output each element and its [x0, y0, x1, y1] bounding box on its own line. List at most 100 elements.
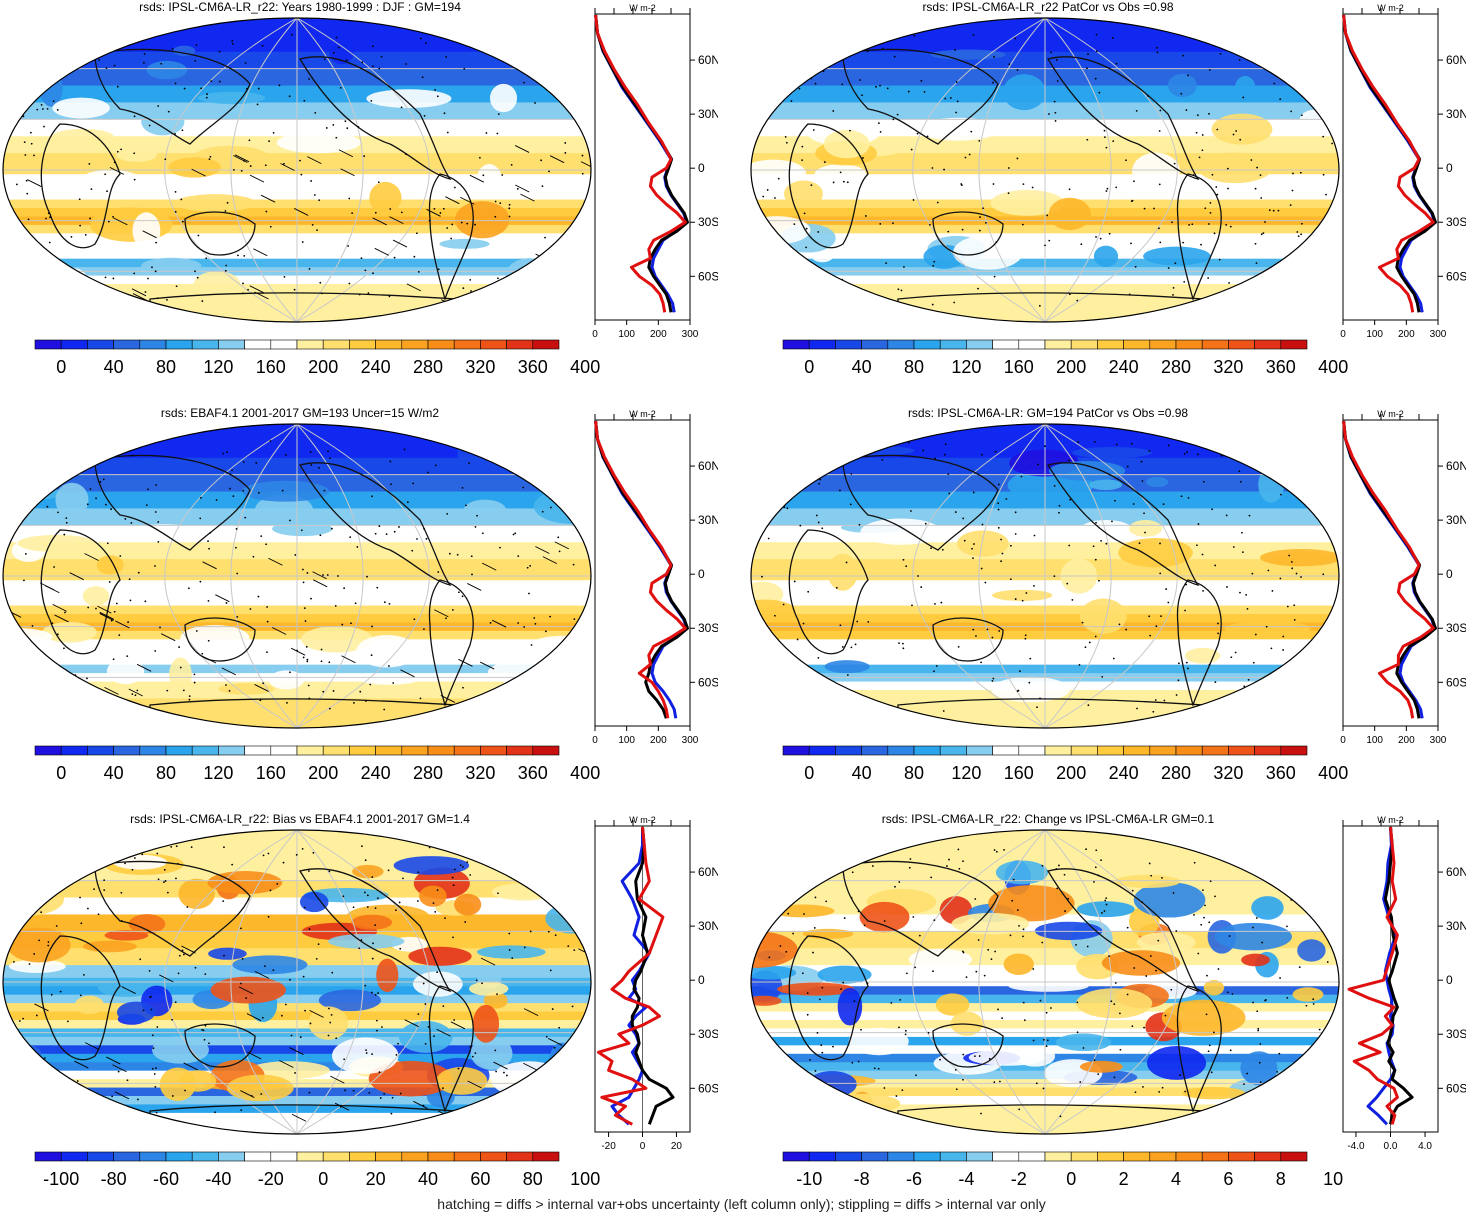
panel-patcor-ensemble: rsds: IPSL-CM6A-LR: GM=194 PatCor vs Obs… — [748, 406, 1468, 801]
colorbar: -10 -8 -6 -4 -2 0 2 4 6 8 10 — [782, 1151, 1343, 1189]
profile-lat-label: 60N — [698, 53, 718, 67]
colorbar-swatch — [322, 1151, 350, 1162]
colorbar-swatch — [782, 1151, 810, 1162]
anomaly-blob — [463, 499, 507, 521]
colorbar-swatch — [218, 339, 245, 350]
colorbar-tick-label: -4 — [958, 1169, 974, 1189]
colorbar-tick-label: 40 — [104, 763, 124, 783]
anomaly-blob — [956, 530, 1009, 557]
zonal-mean-profile: W m-2 60N 30N 0 30S 60S 0 100 200 300 — [1340, 3, 1466, 340]
colorbar-tick-label: 80 — [904, 763, 924, 783]
colorbar-swatch — [835, 1151, 862, 1162]
colorbar-tick-label: 0 — [56, 357, 66, 377]
profile-lat-label: 0 — [1446, 161, 1453, 175]
global-map — [2, 17, 592, 323]
anomaly-blob — [991, 676, 1070, 703]
profile-x-label: 100 — [618, 735, 635, 746]
profile-x-label: 300 — [682, 735, 699, 746]
zonal-mean-profile: W m-2 60N 30N 0 30S 60S -4.0 0.0 4.0 — [1342, 815, 1466, 1152]
colorbar-swatch — [1280, 339, 1308, 350]
profile-lat-label: 30N — [1446, 107, 1466, 121]
anomaly-blob — [17, 534, 97, 553]
anomaly-blob — [104, 930, 149, 941]
colorbar-tick-label: 200 — [1056, 357, 1086, 377]
panel-title: rsds: IPSL-CM6A-LR: GM=194 PatCor vs Obs… — [907, 406, 1189, 420]
anomaly-blob — [1234, 75, 1256, 101]
profile-x-label: 200 — [650, 735, 667, 746]
anomaly-blob — [1089, 479, 1123, 491]
colorbar-tick-label: 0 — [804, 763, 814, 783]
anomaly-blob — [751, 965, 797, 980]
colorbar-tick-label: -6 — [906, 1169, 922, 1189]
colorbar-swatch — [322, 745, 350, 756]
colorbar-swatch — [992, 745, 1020, 756]
colorbar-swatch — [1175, 339, 1203, 350]
colorbar-swatch — [1254, 339, 1282, 350]
colorbar-swatch — [34, 745, 62, 756]
colorbar-tick-label: 400 — [1318, 763, 1348, 783]
anomaly-blob — [174, 194, 257, 212]
anomaly-blob — [1132, 152, 1180, 190]
profile-units-label: W m-2 — [1377, 815, 1404, 825]
anomaly-blob — [829, 445, 915, 456]
profile-series-IPSL-CM6A-LR_r22 — [596, 826, 665, 1126]
colorbar-tick-label: 40 — [418, 1169, 438, 1189]
anomaly-blob — [1241, 953, 1270, 967]
anomaly-blob — [916, 117, 1001, 141]
colorbar-swatch — [992, 339, 1020, 350]
colorbar-swatch — [34, 1151, 62, 1162]
colorbar-swatch — [861, 1151, 889, 1162]
colorbar-swatch — [913, 339, 941, 350]
colorbar-swatch — [808, 1151, 836, 1162]
anomaly-blob — [366, 89, 452, 108]
colorbar-swatch — [244, 745, 272, 756]
anomaly-blob — [180, 625, 250, 652]
colorbar-swatch — [506, 339, 534, 350]
colorbar-swatch — [887, 1151, 915, 1162]
colorbar-tick-label: 240 — [1109, 357, 1139, 377]
profile-lat-label: 30S — [1446, 621, 1466, 635]
colorbar-tick-label: 360 — [1266, 357, 1296, 377]
profile-lat-label: 60S — [698, 675, 718, 689]
anomaly-blob — [1211, 113, 1273, 145]
colorbar-swatch — [244, 339, 272, 350]
colorbar-swatch — [1254, 745, 1282, 756]
anomaly-blob — [1128, 519, 1163, 537]
colorbar-swatch — [480, 1151, 507, 1162]
anomaly-blob — [1093, 245, 1119, 267]
colorbar-tick-label: 120 — [951, 763, 981, 783]
colorbar-swatch — [322, 339, 350, 350]
anomaly-blob — [751, 839, 816, 874]
colorbar-swatch — [506, 745, 534, 756]
colorbar-swatch — [401, 339, 429, 350]
anomaly-blob — [783, 180, 823, 208]
colorbar-tick-label: 80 — [904, 357, 924, 377]
colorbar-tick-label: 100 — [570, 1169, 600, 1189]
map-border — [2, 423, 592, 729]
anomaly-blob — [472, 1004, 500, 1043]
anomaly-blob — [908, 948, 972, 970]
anomaly-blob — [1076, 901, 1135, 918]
graticule — [751, 18, 1339, 322]
anomaly-blob — [1143, 246, 1211, 266]
colorbar-tick-label: 400 — [570, 357, 600, 377]
colorbar-swatch — [1044, 1151, 1072, 1162]
anomaly-blob — [1055, 1033, 1112, 1052]
colorbar-swatch — [1228, 339, 1255, 350]
continent-outline — [40, 935, 121, 1061]
colorbar-tick-label: -8 — [854, 1169, 870, 1189]
anomaly-blob — [814, 164, 867, 186]
colorbar-swatch — [1280, 745, 1308, 756]
colorbar-tick-label: 200 — [308, 357, 338, 377]
colorbar-swatch — [966, 745, 993, 756]
colorbar-swatch — [480, 339, 507, 350]
profile-x-label: 200 — [1398, 329, 1415, 340]
colorbar-swatch — [887, 339, 915, 350]
anomaly-blob — [116, 146, 157, 162]
colorbar-tick-label: 400 — [1318, 357, 1348, 377]
profile-x-label: 4.0 — [1418, 1141, 1432, 1152]
map-border — [2, 829, 592, 1135]
profile-x-label: 0 — [640, 1141, 646, 1152]
anomaly-blob — [7, 927, 71, 963]
colorbar-swatch — [808, 339, 836, 350]
